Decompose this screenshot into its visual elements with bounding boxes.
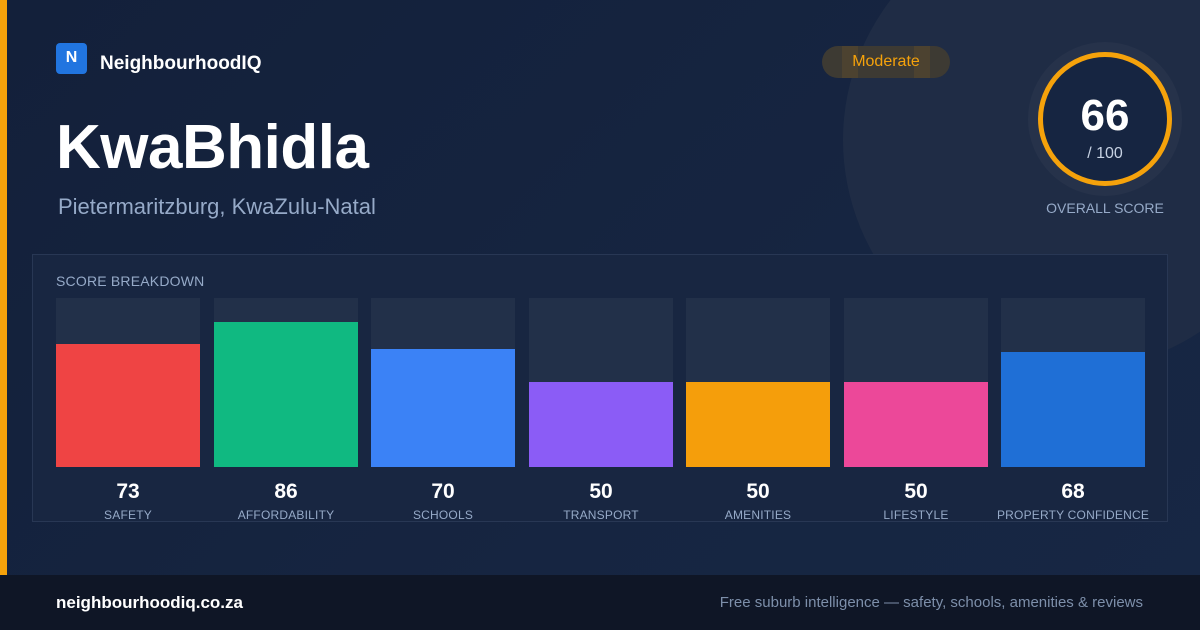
- bar-fill: [371, 349, 515, 467]
- bar-label: SAFETY: [104, 508, 152, 522]
- bar-track: [214, 298, 358, 467]
- bar-value: 50: [746, 480, 770, 503]
- bar-fill: [529, 382, 673, 467]
- breakdown-title: SCORE BREAKDOWN: [56, 273, 205, 289]
- rating-badge-label: Moderate: [852, 53, 920, 70]
- bar-fill: [214, 322, 358, 467]
- rating-badge: Moderate: [822, 46, 950, 78]
- suburb-name: KwaBhidla: [56, 113, 369, 182]
- suburb-location: Pietermaritzburg, KwaZulu-Natal: [58, 194, 376, 219]
- footer-site-link[interactable]: neighbourhoodiq.co.za: [56, 593, 243, 612]
- bar-column-affordability: 86 AFFORDABILITY: [214, 298, 358, 522]
- brand-logo-icon: N: [56, 42, 87, 74]
- score-ring-progress: 66 / 100: [1038, 52, 1172, 186]
- bar-column-safety: 73 SAFETY: [56, 298, 200, 522]
- bar-track: [844, 298, 988, 467]
- bar-label: PROPERTY CONFIDENCE: [996, 508, 1150, 522]
- bar-column-lifestyle: 50 LIFESTYLE: [844, 298, 988, 522]
- accent-bar: [0, 0, 7, 575]
- bar-column-amenities: 50 AMENITIES: [686, 298, 830, 522]
- overall-score-ring: 66 / 100: [1028, 42, 1182, 196]
- bar-fill: [1001, 352, 1145, 467]
- bar-value: 86: [274, 480, 298, 503]
- bar-fill: [844, 382, 988, 467]
- bar-value: 68: [1061, 480, 1085, 503]
- bar-column-transport: 50 TRANSPORT: [529, 298, 673, 522]
- brand: N NeighbourhoodIQ: [56, 42, 262, 78]
- bar-track: [371, 298, 515, 467]
- bar-column-property-confidence: 68 PROPERTY CONFIDENCE: [997, 298, 1149, 522]
- brand-name: NeighbourhoodIQ: [100, 53, 262, 74]
- bar-track: [686, 298, 830, 467]
- bar-fill: [686, 382, 830, 467]
- bar-label: TRANSPORT: [563, 508, 639, 522]
- bar-column-schools: 70 SCHOOLS: [371, 298, 515, 522]
- overall-score-max: / 100: [1087, 145, 1123, 162]
- bar-value: 50: [589, 480, 613, 503]
- bar-track: [529, 298, 673, 467]
- breakdown-bars: 73 SAFETY 86 AFFORDABILITY 70 SCHOOLS 50 TRANSP…: [56, 298, 1149, 522]
- score-breakdown-panel: SCORE BREAKDOWN 73 SAFETY 86 AFFORDABILITY 7…: [32, 254, 1168, 522]
- footer: neighbourhoodiq.co.za Free suburb intell…: [0, 575, 1200, 630]
- bar-label: LIFESTYLE: [883, 508, 949, 522]
- bar-value: 70: [431, 480, 455, 503]
- bar-value: 50: [904, 480, 928, 503]
- bar-label: AMENITIES: [724, 508, 792, 522]
- bar-fill: [56, 344, 200, 467]
- footer-tagline: Free suburb intelligence — safety, schoo…: [719, 594, 1143, 611]
- bar-track: [1001, 298, 1145, 467]
- bar-label: AFFORDABILITY: [237, 508, 335, 522]
- bar-label: SCHOOLS: [412, 508, 474, 522]
- overall-score-value: 66: [1080, 91, 1130, 140]
- bar-track: [56, 298, 200, 467]
- overall-score-label: OVERALL SCORE: [1046, 200, 1164, 216]
- bar-value: 73: [116, 480, 140, 503]
